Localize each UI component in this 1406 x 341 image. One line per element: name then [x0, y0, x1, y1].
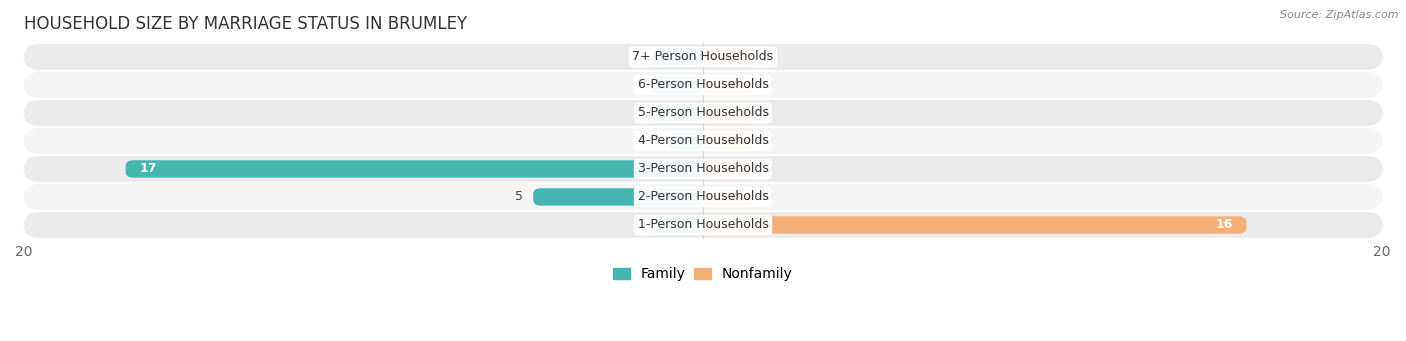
Text: 5-Person Households: 5-Person Households: [637, 106, 769, 119]
FancyBboxPatch shape: [24, 212, 1382, 238]
FancyBboxPatch shape: [652, 76, 703, 93]
Text: 0: 0: [763, 162, 772, 175]
FancyBboxPatch shape: [703, 132, 754, 150]
FancyBboxPatch shape: [703, 48, 754, 65]
FancyBboxPatch shape: [652, 216, 703, 234]
FancyBboxPatch shape: [652, 104, 703, 122]
FancyBboxPatch shape: [703, 188, 754, 206]
FancyBboxPatch shape: [703, 216, 1246, 234]
FancyBboxPatch shape: [24, 44, 1382, 70]
FancyBboxPatch shape: [703, 160, 754, 178]
Text: 0: 0: [763, 50, 772, 63]
Text: 1-Person Households: 1-Person Households: [637, 219, 769, 232]
Text: Source: ZipAtlas.com: Source: ZipAtlas.com: [1281, 10, 1399, 20]
Text: 0: 0: [763, 78, 772, 91]
FancyBboxPatch shape: [24, 156, 1382, 182]
Text: 7+ Person Households: 7+ Person Households: [633, 50, 773, 63]
FancyBboxPatch shape: [24, 128, 1382, 154]
FancyBboxPatch shape: [24, 72, 1382, 98]
FancyBboxPatch shape: [703, 104, 754, 122]
Text: HOUSEHOLD SIZE BY MARRIAGE STATUS IN BRUMLEY: HOUSEHOLD SIZE BY MARRIAGE STATUS IN BRU…: [24, 15, 467, 33]
FancyBboxPatch shape: [669, 132, 703, 150]
Text: 0: 0: [634, 78, 643, 91]
Text: 1: 1: [651, 134, 659, 147]
Legend: Family, Nonfamily: Family, Nonfamily: [607, 262, 799, 287]
Text: 5: 5: [515, 191, 523, 204]
Text: 0: 0: [634, 50, 643, 63]
FancyBboxPatch shape: [125, 160, 703, 178]
FancyBboxPatch shape: [652, 48, 703, 65]
FancyBboxPatch shape: [24, 184, 1382, 210]
Text: 4-Person Households: 4-Person Households: [637, 134, 769, 147]
Text: 16: 16: [1215, 219, 1233, 232]
Text: 0: 0: [763, 106, 772, 119]
FancyBboxPatch shape: [24, 100, 1382, 126]
Text: 17: 17: [139, 162, 156, 175]
Text: 0: 0: [634, 219, 643, 232]
FancyBboxPatch shape: [533, 188, 703, 206]
Text: 0: 0: [763, 191, 772, 204]
Text: 6-Person Households: 6-Person Households: [637, 78, 769, 91]
Text: 2-Person Households: 2-Person Households: [637, 191, 769, 204]
Text: 0: 0: [763, 134, 772, 147]
Text: 0: 0: [634, 106, 643, 119]
Text: 3-Person Households: 3-Person Households: [637, 162, 769, 175]
FancyBboxPatch shape: [703, 76, 754, 93]
